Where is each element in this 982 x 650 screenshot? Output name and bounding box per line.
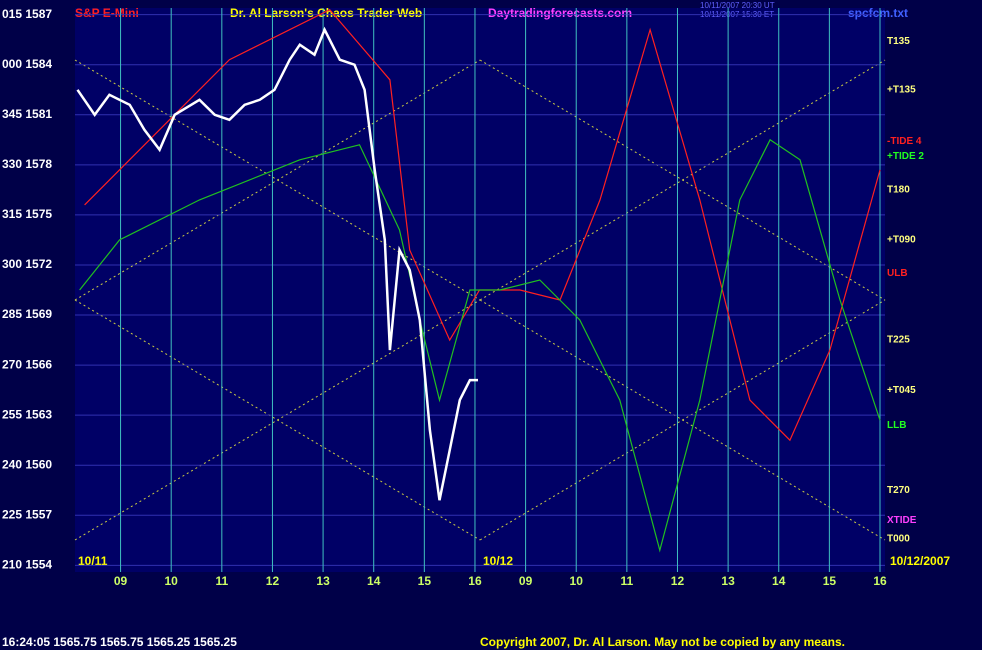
level-label: T180 xyxy=(887,185,910,196)
y-tick-label: 345 1581 xyxy=(2,107,52,121)
chart-title: Dr. Al Larson's Chaos Trader Web xyxy=(230,6,422,20)
level-label: T225 xyxy=(887,335,910,346)
y-tick-label: 300 1572 xyxy=(2,257,52,271)
level-label: XTIDE xyxy=(887,515,917,526)
y-tick-label: 015 1587 xyxy=(2,7,52,21)
day-label: 10/12/2007 xyxy=(890,554,950,568)
file-name: spcfcm.txt xyxy=(848,6,908,20)
x-tick-label: 15 xyxy=(823,574,837,588)
x-tick-label: 09 xyxy=(114,574,128,588)
level-label: T000 xyxy=(887,533,910,544)
x-tick-label: 10 xyxy=(165,574,179,588)
level-label: +TIDE 2 xyxy=(887,151,924,162)
price-line xyxy=(79,138,881,553)
price-line xyxy=(84,8,881,442)
level-label: -TIDE 4 xyxy=(887,136,922,147)
x-tick-label: 13 xyxy=(316,574,330,588)
price-line xyxy=(76,26,478,501)
y-tick-label: 255 1563 xyxy=(2,407,52,421)
x-tick-label: 13 xyxy=(721,574,735,588)
x-tick-label: 14 xyxy=(367,574,381,588)
y-tick-label: 315 1575 xyxy=(2,207,52,221)
footer-quote: 16:24:05 1565.75 1565.75 1565.25 1565.25 xyxy=(2,635,237,649)
website: Daytradingforecasts.com xyxy=(488,6,632,20)
x-tick-label: 10 xyxy=(570,574,584,588)
level-label: ULB xyxy=(887,268,908,279)
level-label: T270 xyxy=(887,485,910,496)
x-tick-label: 15 xyxy=(418,574,432,588)
y-tick-label: 285 1569 xyxy=(2,307,52,321)
level-label: +T045 xyxy=(887,385,916,396)
y-tick-label: 225 1557 xyxy=(2,507,52,521)
level-label: +T090 xyxy=(887,235,916,246)
day-label: 10/12 xyxy=(483,554,513,568)
y-tick-label: 270 1566 xyxy=(2,357,52,371)
x-tick-label: 16 xyxy=(873,574,887,588)
y-tick-label: 000 1584 xyxy=(2,57,52,71)
copyright: Copyright 2007, Dr. Al Larson. May not b… xyxy=(480,635,845,649)
timestamp: 10/11/2007 20:30 UT xyxy=(700,1,775,10)
level-label: +T135 xyxy=(887,84,916,95)
x-tick-label: 16 xyxy=(468,574,482,588)
x-tick-label: 14 xyxy=(772,574,786,588)
instrument: S&P E-Mini xyxy=(75,6,139,20)
y-tick-label: 240 1560 xyxy=(2,457,52,471)
level-label: T135 xyxy=(887,36,910,47)
decor-lines xyxy=(74,59,886,541)
x-tick-label: 11 xyxy=(621,574,634,588)
y-tick-label: 210 1554 xyxy=(2,557,52,571)
day-label: 10/11 xyxy=(78,554,108,568)
x-tick-label: 09 xyxy=(519,574,533,588)
y-tick-label: 330 1578 xyxy=(2,157,52,171)
level-label: LLB xyxy=(887,420,906,431)
x-tick-label: 12 xyxy=(266,574,280,588)
x-tick-label: 11 xyxy=(215,574,228,588)
x-tick-label: 12 xyxy=(671,574,685,588)
